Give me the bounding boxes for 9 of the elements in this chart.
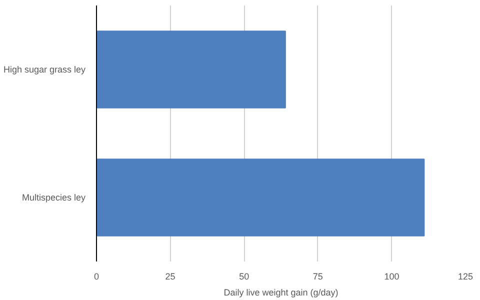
x-tick-label: 75 <box>312 272 323 282</box>
y-tick-label: Multispecies ley <box>22 192 86 202</box>
x-tick-label: 125 <box>458 272 474 282</box>
x-axis-title: Daily live weight gain (g/day) <box>224 288 338 298</box>
x-tick-label: 0 <box>94 272 100 282</box>
x-tick-label: 25 <box>165 272 176 282</box>
x-tick-label: 50 <box>239 272 250 282</box>
y-tick-label: High sugar grass ley <box>3 64 86 74</box>
x-tick-label: 100 <box>384 272 400 282</box>
